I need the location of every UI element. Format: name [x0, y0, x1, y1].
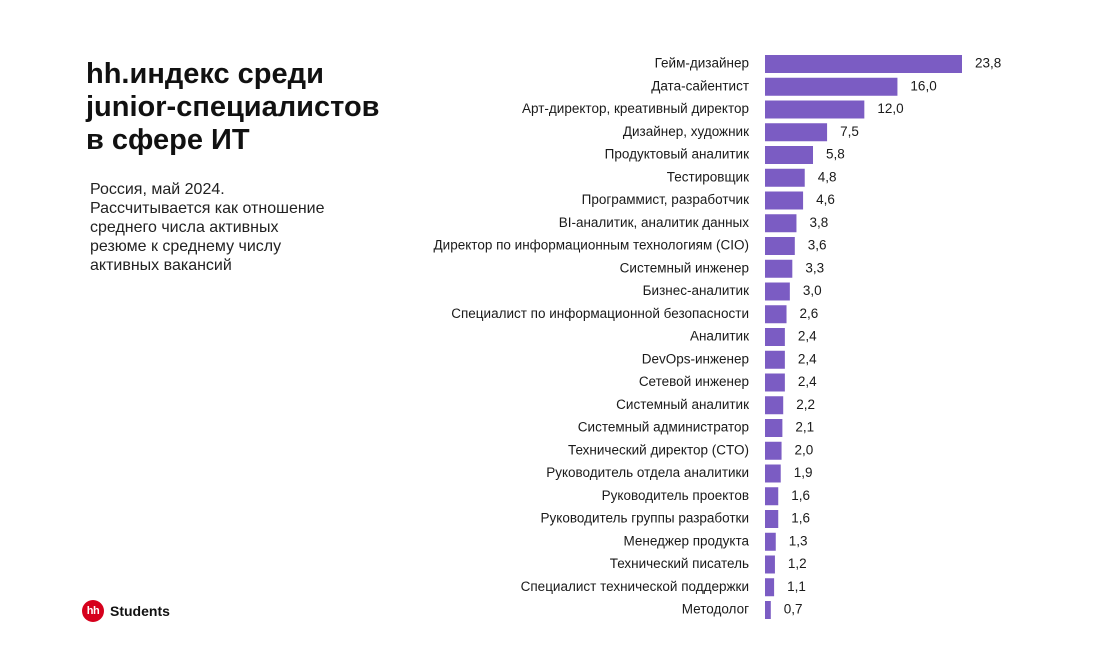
- page-title-line: в сфере ИТ: [86, 124, 250, 156]
- value-label: 2,6: [800, 306, 819, 321]
- value-label: 16,0: [910, 78, 936, 93]
- bar: [765, 487, 779, 506]
- value-label: 4,6: [816, 192, 835, 207]
- category-label: Тестировщик: [667, 169, 749, 184]
- bar: [765, 259, 793, 278]
- category-label: DevOps-инженер: [642, 351, 749, 366]
- bar: [765, 77, 898, 96]
- description-line: активных вакансий: [90, 257, 232, 274]
- category-label: BI-аналитик, аналитик данных: [559, 215, 750, 230]
- bar: [765, 146, 814, 164]
- value-label: 1,1: [787, 579, 806, 594]
- category-label: Продуктовый аналитик: [605, 147, 749, 162]
- category-label: Системный аналитик: [616, 397, 749, 412]
- category-label: Менеджер продукта: [623, 533, 749, 548]
- bar: [765, 419, 783, 437]
- bar: [765, 282, 790, 301]
- value-label: 3,6: [808, 238, 827, 253]
- value-label: 4,8: [818, 169, 837, 184]
- value-label: 1,2: [788, 556, 807, 571]
- value-label: 23,8: [975, 56, 1001, 71]
- category-label: Руководитель отдела аналитики: [546, 465, 749, 480]
- bar: [765, 350, 785, 369]
- bar: [765, 191, 804, 210]
- value-label: 3,8: [809, 215, 828, 230]
- value-label: 1,3: [789, 533, 808, 548]
- bar: [765, 510, 779, 528]
- bar: [765, 328, 785, 346]
- value-label: 2,0: [795, 442, 814, 457]
- bar: [765, 305, 787, 324]
- value-label: 1,6: [791, 488, 810, 503]
- category-label: Сетевой инженер: [639, 374, 749, 389]
- hh-logo-icon: hh: [82, 600, 104, 622]
- description-line: Россия, май 2024.: [90, 181, 225, 198]
- value-label: 3,3: [805, 260, 824, 275]
- bar: [765, 601, 771, 619]
- bar: [765, 396, 784, 415]
- category-label: Технический директор (CTO): [568, 442, 749, 457]
- category-label: Методолог: [682, 602, 749, 617]
- category-label: Программист, разработчик: [582, 192, 749, 207]
- category-label: Директор по информационным технологиям (…: [434, 238, 749, 253]
- value-label: 0,7: [784, 602, 803, 617]
- logo-text: Students: [110, 603, 170, 619]
- bar: [765, 237, 795, 255]
- category-label: Гейм-дизайнер: [655, 56, 749, 71]
- category-label: Специалист по информационной безопасност…: [451, 306, 749, 321]
- value-label: 2,2: [796, 397, 815, 412]
- value-label: 7,5: [840, 124, 859, 139]
- category-label: Специалист технической поддержки: [521, 579, 749, 594]
- value-label: 3,0: [803, 283, 822, 298]
- bar: [765, 100, 865, 119]
- value-label: 2,4: [798, 329, 817, 344]
- value-label: 2,1: [795, 420, 814, 435]
- category-label: Системный инженер: [620, 260, 749, 275]
- page-title-line: junior-специалистов: [86, 91, 380, 123]
- bar: [765, 555, 775, 574]
- bar: [765, 578, 775, 597]
- hh-students-logo: hh Students: [82, 600, 170, 622]
- description-line: резюме к среднему числу: [90, 238, 282, 255]
- category-label: Дата-сайентист: [651, 78, 749, 93]
- bar: [765, 373, 785, 392]
- category-label: Бизнес-аналитик: [643, 283, 749, 298]
- value-label: 1,6: [791, 511, 810, 526]
- value-label: 5,8: [826, 147, 845, 162]
- category-label: Руководитель группы разработки: [541, 511, 749, 526]
- category-label: Дизайнер, художник: [623, 124, 749, 139]
- bar: [765, 55, 962, 73]
- description-line: Рассчитывается как отношение: [90, 200, 325, 217]
- category-label: Арт-директор, креативный директор: [522, 101, 749, 116]
- bar: [765, 532, 776, 551]
- bar: [765, 464, 781, 483]
- page-title: hh.индекс среди junior-специалистов в сф…: [86, 58, 396, 157]
- category-label: Аналитик: [690, 329, 749, 344]
- description-line: среднего числа активных: [90, 219, 279, 236]
- category-label: Технический писатель: [610, 556, 749, 571]
- value-label: 2,4: [798, 351, 817, 366]
- category-label: Руководитель проектов: [602, 488, 749, 503]
- bar: [765, 214, 797, 233]
- bar: [765, 168, 805, 187]
- category-label: Системный администратор: [578, 420, 749, 435]
- value-label: 2,4: [798, 374, 817, 389]
- bar: [765, 441, 782, 460]
- value-label: 1,9: [794, 465, 813, 480]
- value-label: 12,0: [877, 101, 903, 116]
- chart-description: Россия, май 2024. Рассчитывается как отн…: [90, 180, 360, 275]
- page-title-line: hh.индекс среди: [86, 58, 324, 90]
- bar: [765, 123, 828, 142]
